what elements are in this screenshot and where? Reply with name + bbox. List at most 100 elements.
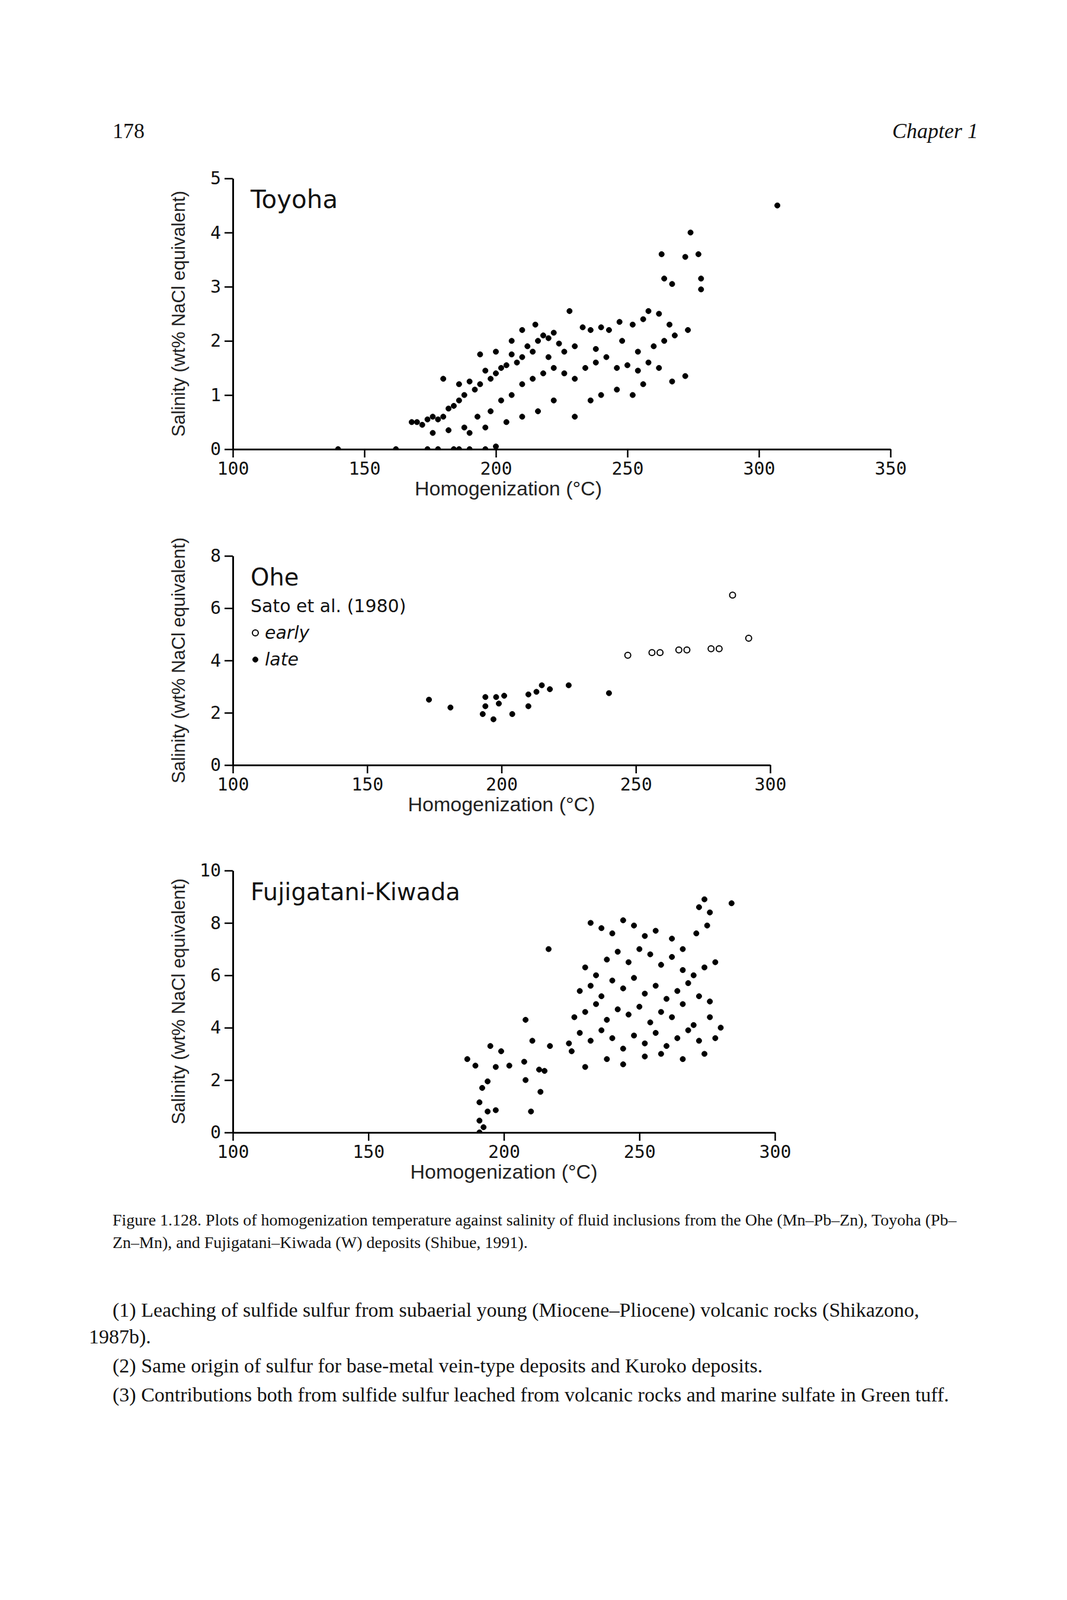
data-point — [561, 370, 567, 377]
data-point — [476, 1099, 483, 1105]
data-point — [539, 682, 545, 688]
data-point — [675, 646, 682, 653]
y-tick: 5 — [210, 167, 233, 189]
data-point — [582, 1008, 588, 1015]
data-point — [508, 338, 515, 344]
data-point — [440, 376, 447, 382]
x-tick: 250 — [611, 449, 644, 479]
data-point — [461, 424, 467, 431]
y-tick-mark — [224, 869, 233, 872]
data-point — [680, 946, 686, 952]
data-point — [669, 281, 675, 287]
data-point — [414, 419, 420, 425]
data-point — [487, 1043, 493, 1049]
x-tick: 100 — [216, 1132, 249, 1162]
x-tick-mark — [367, 1132, 370, 1141]
data-point — [408, 419, 415, 425]
data-point — [606, 690, 612, 696]
data-point — [488, 376, 494, 382]
plot-area — [464, 896, 735, 1133]
data-point — [545, 335, 551, 341]
data-point — [479, 1084, 485, 1091]
x-tick: 300 — [758, 1132, 791, 1162]
y-tick: 8 — [210, 912, 233, 934]
x-tick: 100 — [216, 449, 249, 479]
x-tick-label: 100 — [216, 773, 249, 795]
x-tick: 250 — [623, 1132, 656, 1162]
data-point — [572, 376, 578, 382]
data-point — [485, 1108, 491, 1114]
y-tick-label: 4 — [210, 222, 221, 243]
data-point — [456, 397, 462, 403]
data-point — [503, 362, 509, 368]
data-point — [680, 1001, 686, 1007]
y-tick: 0 — [210, 438, 233, 460]
data-point — [620, 1045, 626, 1052]
x-tick-mark — [769, 764, 772, 774]
legend-label: early — [264, 622, 311, 643]
data-point — [604, 1056, 610, 1062]
y-tick: 1 — [210, 384, 233, 406]
data-point — [685, 980, 691, 986]
data-point — [519, 354, 525, 360]
y-tick-label: 6 — [210, 597, 221, 618]
data-point — [658, 962, 664, 968]
data-point — [619, 338, 626, 344]
data-point — [565, 682, 572, 688]
data-point — [556, 340, 562, 346]
data-point — [598, 324, 604, 330]
y-tick-label: 4 — [210, 1016, 221, 1038]
data-point — [685, 327, 691, 333]
data-point — [435, 416, 441, 422]
x-tick-label: 250 — [611, 457, 644, 479]
figure-caption: Figure 1.128. Plots of homogenization te… — [112, 1208, 979, 1254]
legend-marker — [252, 629, 259, 636]
x-tick-mark — [503, 1132, 506, 1141]
data-point — [529, 1037, 535, 1044]
data-point — [696, 993, 702, 999]
x-tick-label: 150 — [351, 773, 384, 795]
data-point — [629, 321, 636, 328]
data-point — [658, 1051, 664, 1057]
y-tick-mark — [224, 659, 233, 662]
data-point — [580, 324, 586, 330]
y-tick-mark — [224, 555, 233, 557]
data-point — [424, 446, 431, 450]
paragraph: (1) Leaching of sulfide sulfur from suba… — [88, 1296, 979, 1350]
data-point — [503, 419, 509, 425]
data-point — [656, 364, 662, 371]
data-point — [609, 1035, 615, 1041]
data-point — [598, 993, 605, 999]
data-point — [667, 321, 673, 328]
x-tick-mark — [635, 764, 638, 774]
series — [464, 896, 735, 1133]
data-point — [593, 972, 599, 978]
x-tick-label: 200 — [485, 773, 518, 795]
data-point — [636, 1003, 643, 1009]
data-point — [587, 397, 594, 403]
data-point — [702, 1051, 708, 1057]
x-tick-mark — [774, 1132, 777, 1141]
y-tick-label: 8 — [210, 912, 221, 934]
y-tick-label: 2 — [210, 329, 221, 351]
data-point — [509, 710, 515, 717]
data-point — [550, 329, 557, 336]
data-point — [614, 364, 620, 371]
data-point — [545, 946, 551, 952]
data-point — [587, 982, 594, 989]
data-point — [582, 964, 588, 970]
y-tick: 0 — [210, 754, 233, 775]
data-point — [718, 1024, 724, 1031]
y-tick-label: 1 — [210, 384, 221, 406]
x-tick: 350 — [874, 449, 907, 479]
data-point — [664, 995, 670, 1002]
data-point — [616, 319, 623, 325]
data-point — [712, 959, 719, 965]
x-tick: 300 — [742, 449, 775, 479]
chart: 100150200250300350012345Homogenization (… — [168, 167, 908, 500]
data-point — [501, 693, 508, 699]
data-point — [424, 416, 431, 422]
data-point — [587, 327, 594, 333]
data-point — [492, 1107, 499, 1113]
x-tick-label: 200 — [488, 1141, 521, 1162]
